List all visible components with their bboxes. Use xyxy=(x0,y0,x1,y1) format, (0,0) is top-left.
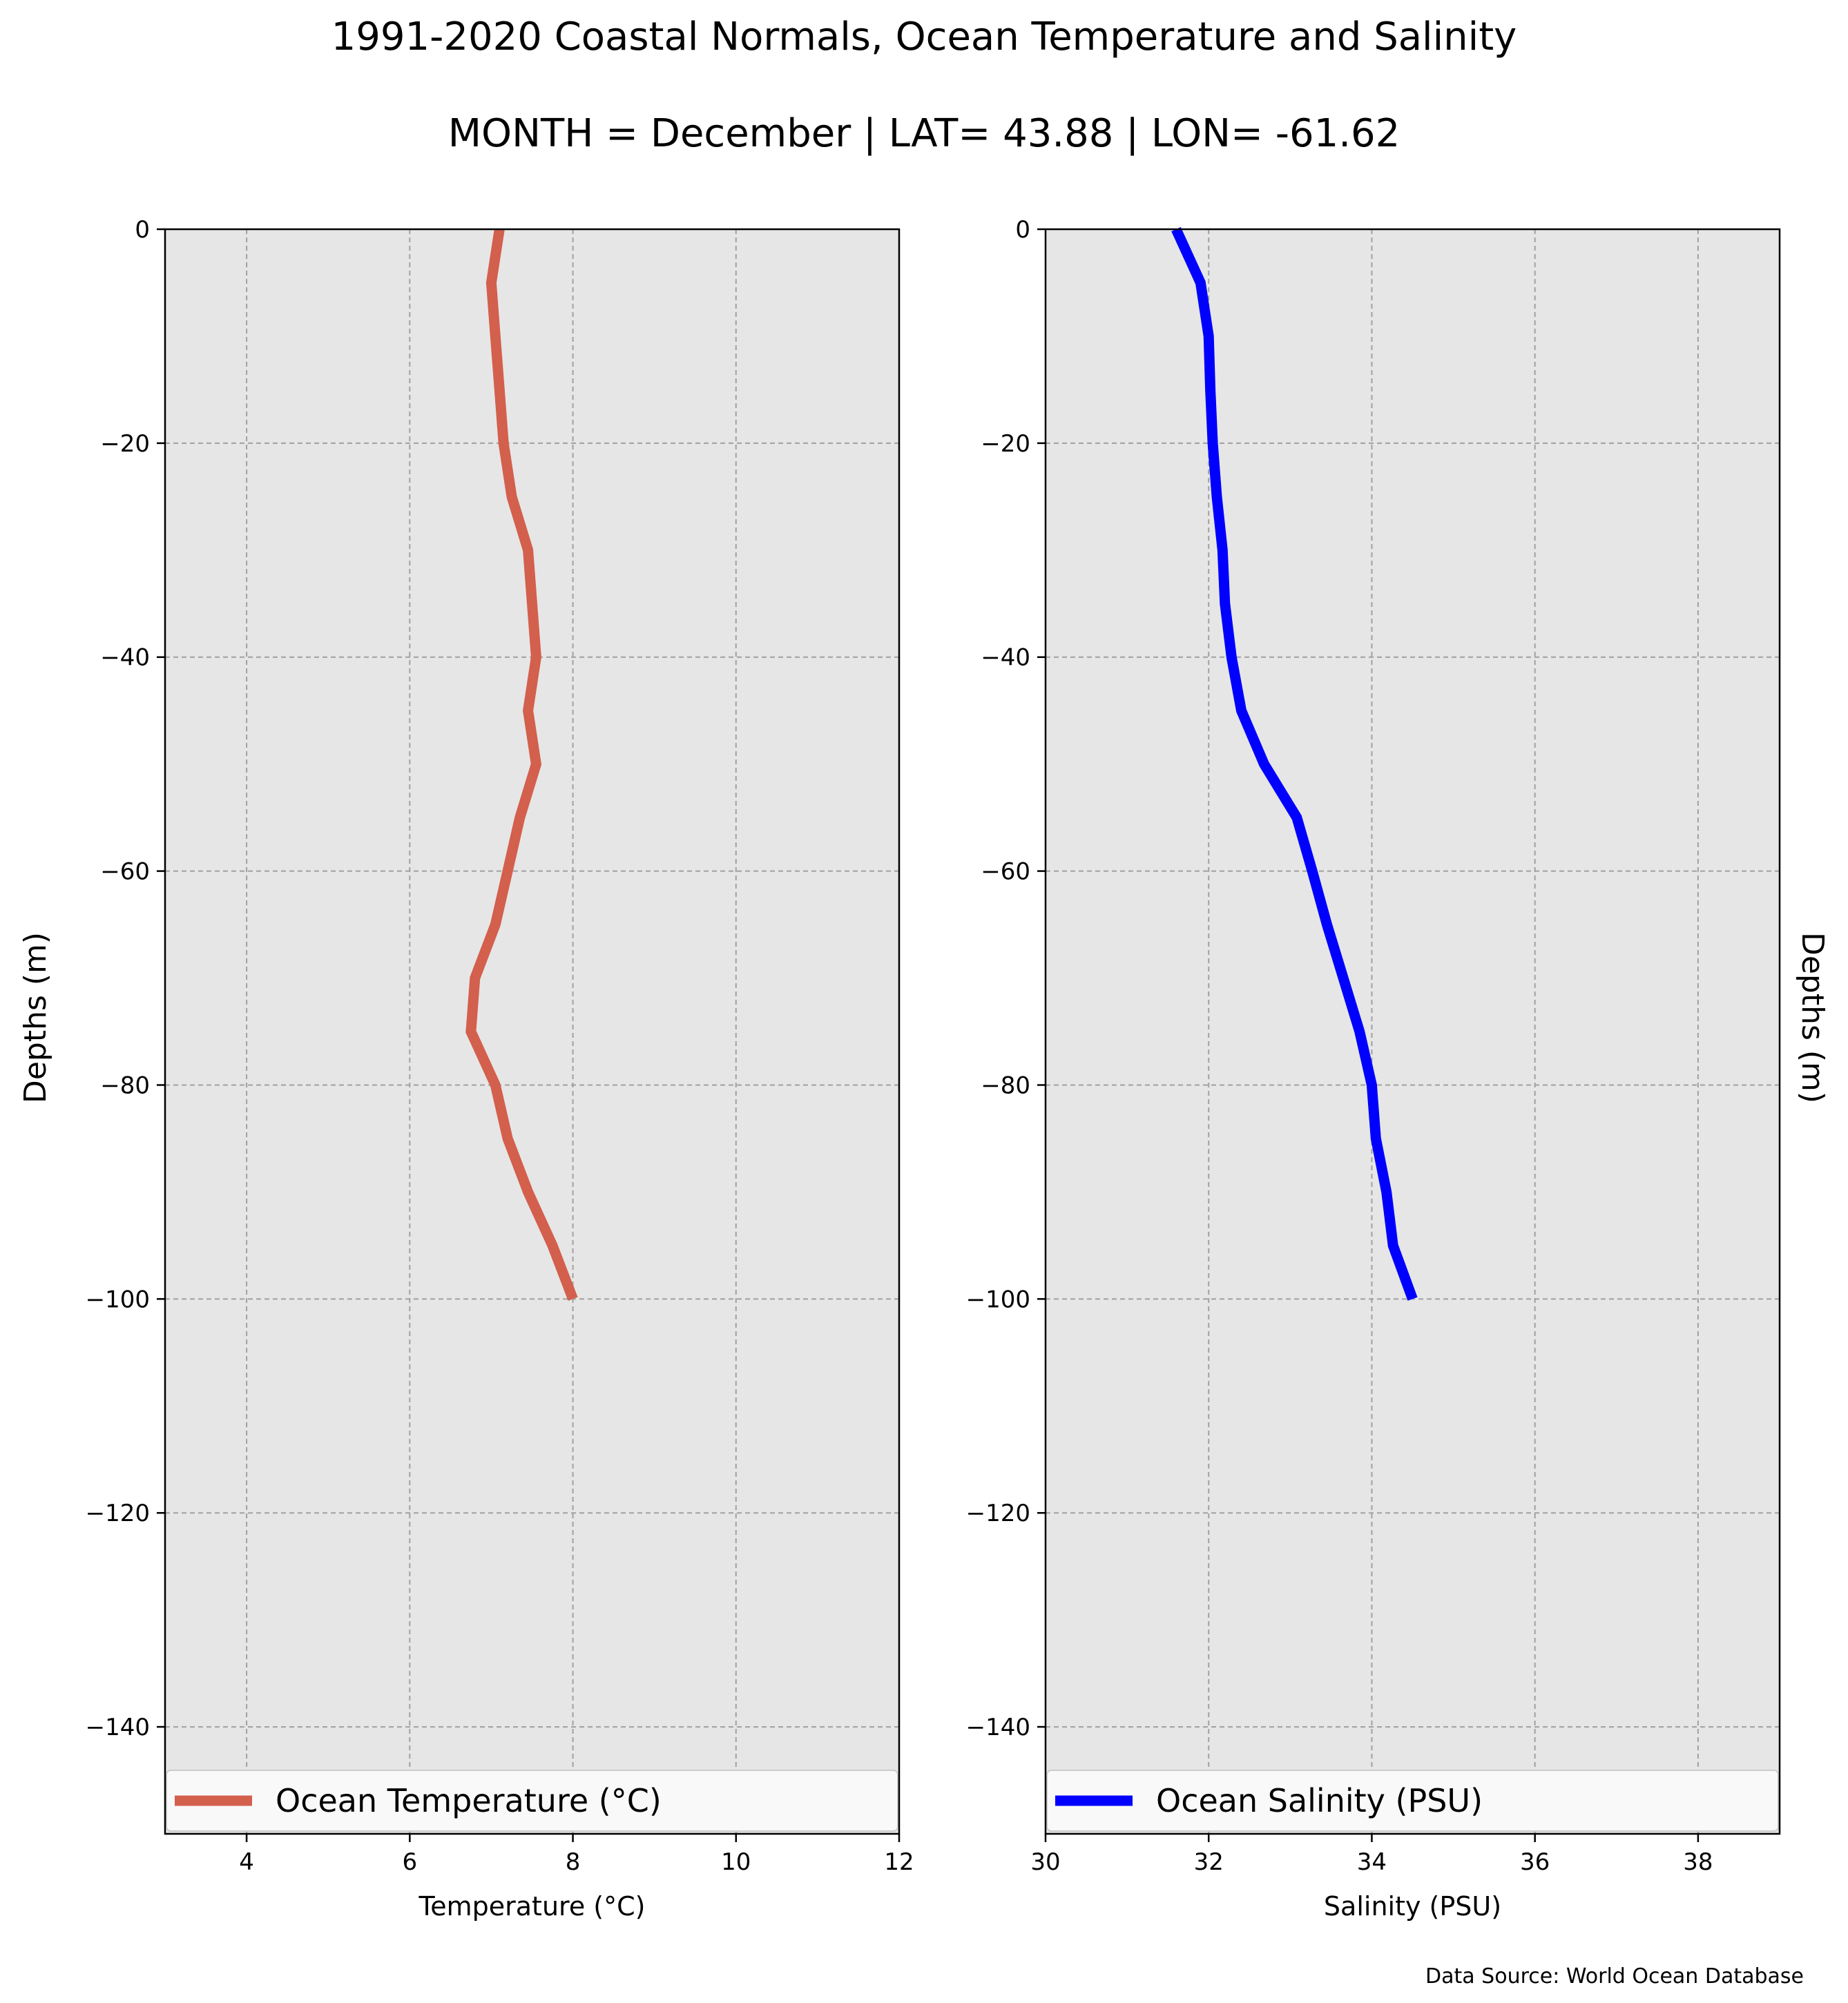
temperature-y-tick-label: −120 xyxy=(86,1500,150,1527)
temperature-x-tick-label: 8 xyxy=(566,1848,581,1876)
temperature-axes-frame xyxy=(164,228,901,1835)
salinity-y-tick-label: −120 xyxy=(966,1500,1030,1527)
temperature-panel: Ocean Temperature (°C) 4 6 8 10 12 0 −20 −40 −60 −… xyxy=(86,216,914,1922)
temperature-x-axis-label: Temperature (°C) xyxy=(418,1891,646,1922)
temperature-series-line xyxy=(465,228,578,1301)
salinity-series-line xyxy=(1171,226,1418,1301)
temperature-y-tick-label: −140 xyxy=(86,1714,150,1741)
temperature-y-tick-label: 0 xyxy=(135,216,150,244)
salinity-y-tick-label: −140 xyxy=(966,1714,1030,1741)
temperature-plot-area xyxy=(165,229,899,1834)
salinity-y-tick-label: −40 xyxy=(981,644,1030,672)
temperature-y-tick-label: −100 xyxy=(86,1286,150,1313)
temperature-x-tick-label: 6 xyxy=(403,1848,418,1876)
temperature-y-tick-label: −60 xyxy=(100,858,150,886)
figure-subtitle: MONTH = December | LAT= 43.88 | LON= -61… xyxy=(448,111,1401,156)
salinity-x-tick-label: 36 xyxy=(1520,1848,1550,1876)
salinity-y-axis-label: Depths (m) xyxy=(1795,932,1830,1103)
figure-title: 1991-2020 Coastal Normals, Ocean Tempera… xyxy=(331,14,1517,59)
salinity-legend-box xyxy=(1046,1770,1779,1832)
temperature-y-tick-label: −20 xyxy=(100,430,150,458)
salinity-legend-label: Ocean Salinity (PSU) xyxy=(1156,1782,1483,1819)
temperature-x-tick-label: 4 xyxy=(239,1848,254,1876)
temperature-y-tick-label: −40 xyxy=(100,644,150,672)
data-source-note: Data Source: World Ocean Database xyxy=(1425,1964,1804,1989)
salinity-x-tick-label: 30 xyxy=(1030,1848,1060,1876)
temperature-y-axis-label: Depths (m) xyxy=(18,932,53,1103)
salinity-y-tick-label: −60 xyxy=(981,858,1030,886)
salinity-panel: Ocean Salinity (PSU) 30 32 34 36 38 0 −20 −40 −60… xyxy=(966,216,1781,1922)
salinity-y-tick-label: −20 xyxy=(981,430,1030,458)
salinity-y-tick-label: −100 xyxy=(966,1286,1030,1313)
temperature-legend-box xyxy=(166,1770,898,1832)
salinity-x-axis-label: Salinity (PSU) xyxy=(1324,1891,1501,1922)
salinity-axes-frame xyxy=(1044,228,1781,1835)
temperature-legend-label: Ocean Temperature (°C) xyxy=(276,1782,662,1819)
salinity-x-tick-label: 32 xyxy=(1194,1848,1224,1876)
salinity-plot-area xyxy=(1046,229,1780,1834)
salinity-y-tick-label: 0 xyxy=(1015,216,1030,244)
salinity-x-tick-label: 34 xyxy=(1357,1848,1387,1876)
salinity-y-tick-label: −80 xyxy=(981,1072,1030,1099)
temperature-x-tick-label: 12 xyxy=(884,1848,914,1876)
temperature-y-tick-label: −80 xyxy=(100,1072,150,1099)
salinity-x-tick-label: 38 xyxy=(1683,1848,1713,1876)
temperature-x-tick-label: 10 xyxy=(721,1848,751,1876)
